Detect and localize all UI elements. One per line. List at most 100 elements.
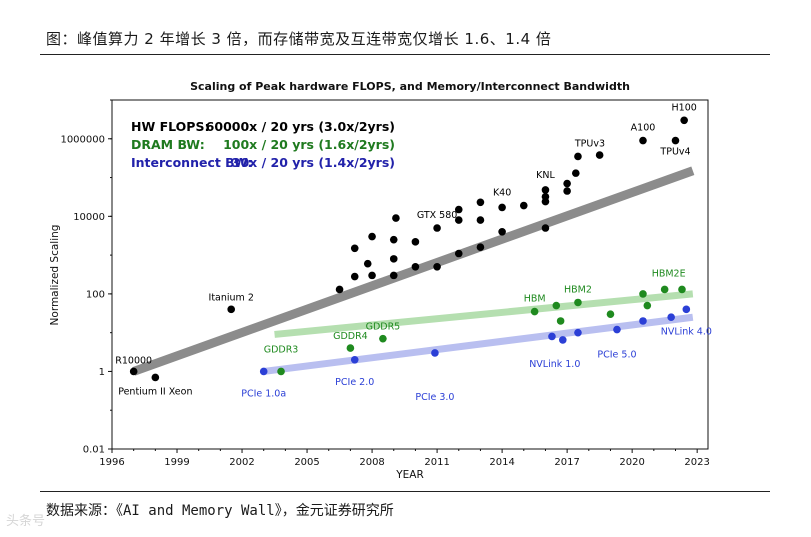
data-point-hw-flops [574, 152, 582, 161]
point-label: K40 [493, 187, 511, 198]
legend: HW FLOPS:60000x / 20 yrs (3.0x/2yrs)DRAM… [131, 119, 395, 170]
x-tick-label: 2005 [294, 457, 319, 468]
point-label: KNL [536, 170, 555, 181]
data-point-hw-flops [519, 201, 528, 210]
y-axis-label: Normalized Scaling [49, 225, 61, 326]
data-point-hw-flops [392, 214, 400, 222]
data-point-hw-flops [476, 198, 485, 207]
legend-label: HW FLOPS: [131, 119, 209, 134]
point-label: A100 [631, 123, 656, 134]
data-point-hw-flops [454, 249, 463, 258]
data-point-hw-flops [433, 262, 441, 271]
data-point-dram-bw [639, 290, 647, 298]
x-tick-label: 2011 [424, 457, 449, 468]
point-label: NVLink 4.0 [661, 326, 712, 337]
data-point-dram-bw [552, 301, 561, 310]
data-point-hw-flops [368, 271, 376, 280]
x-tick-label: 2008 [359, 457, 384, 468]
data-point-hw-flops [389, 235, 398, 244]
data-point-dram-bw [660, 285, 669, 294]
legend-value: 60000x / 20 yrs (3.0x/2yrs) [206, 119, 395, 134]
data-point-interconnect-bw [682, 305, 691, 314]
point-label: PCIe 1.0a [241, 388, 286, 399]
data-point-hw-flops [227, 305, 235, 314]
point-label: GDDR4 [333, 331, 368, 342]
data-point-hw-flops [151, 373, 160, 382]
x-tick-label: 2014 [489, 457, 514, 468]
data-point-hw-flops [411, 238, 420, 246]
data-point-dram-bw [530, 307, 539, 316]
figure-caption: 图：峰值算力 2 年增长 3 倍，而存储带宽及互连带宽仅增长 1.6、1.4 倍 [46, 30, 552, 48]
legend-label: Interconnect BW: [131, 155, 252, 170]
data-source: 数据来源：《AI and Memory Wall》，金元证券研究所 [46, 503, 394, 519]
data-point-dram-bw [574, 298, 582, 307]
data-point-hw-flops [476, 216, 485, 224]
bottom-rule [40, 491, 770, 492]
data-point-interconnect-bw [259, 367, 268, 376]
x-tick-label: 2017 [554, 457, 579, 468]
data-point-hw-flops [454, 216, 463, 224]
data-point-hw-flops [454, 205, 463, 214]
point-label: TPUv4 [659, 147, 690, 158]
point-label: PCIe 3.0 [415, 392, 454, 403]
point-label: GDDR5 [366, 322, 401, 333]
point-label: Itanium 2 [209, 292, 254, 303]
point-label: HBM2 [564, 284, 592, 295]
data-point-dram-bw [277, 367, 285, 376]
data-point-dram-bw [556, 317, 565, 325]
point-label: TPUv3 [574, 138, 605, 149]
point-label: Pentium II Xeon [118, 386, 192, 397]
point-label: PCIe 2.0 [335, 377, 374, 388]
data-point-interconnect-bw [613, 325, 621, 334]
data-point-hw-flops [541, 197, 550, 206]
data-point-dram-bw [678, 285, 686, 294]
point-label: R10000 [115, 355, 152, 366]
legend-label: DRAM BW: [131, 137, 205, 152]
data-point-hw-flops [498, 227, 506, 236]
watermark: 头条号 [6, 514, 46, 529]
x-tick-label: 2020 [619, 457, 644, 468]
data-point-hw-flops [389, 271, 398, 280]
data-point-hw-flops [541, 224, 550, 232]
legend-value: 30x / 20 yrs (1.4x/2yrs) [232, 155, 395, 170]
data-point-hw-flops [680, 116, 688, 125]
x-tick-label: 1999 [164, 457, 189, 468]
data-point-hw-flops [476, 243, 485, 251]
data-point-interconnect-bw [574, 328, 582, 337]
data-point-hw-flops [563, 187, 571, 195]
data-point-hw-flops [335, 285, 344, 294]
x-axis-label: YEAR [395, 469, 424, 481]
x-tick-label: 2002 [229, 457, 254, 468]
data-point-dram-bw [379, 334, 387, 343]
data-point-hw-flops [433, 224, 441, 232]
point-label: H100 [672, 102, 697, 113]
data-point-hw-flops [595, 151, 604, 159]
data-point-hw-flops [350, 244, 359, 253]
data-point-hw-flops [389, 255, 398, 263]
point-label: PCIe 5.0 [597, 350, 636, 361]
legend-value: 100x / 20 yrs (1.6x/2yrs) [223, 137, 395, 152]
point-label: GTX 580 [417, 210, 458, 221]
axes: 1996 1999 2002 2005 2008 2011 2014 2017 2020 2023… [60, 99, 710, 468]
point-label: HBM2E [652, 268, 686, 279]
chart-title: Scaling of Peak hardware FLOPS, and Memo… [190, 80, 630, 93]
data-point-hw-flops [498, 203, 506, 212]
data-point-hw-flops [571, 169, 580, 177]
trend-lines [132, 166, 695, 376]
data-point-interconnect-bw [558, 336, 567, 344]
point-label: NVLink 1.0 [529, 359, 580, 370]
data-point-interconnect-bw [639, 317, 647, 325]
y-tick-label: 100 [86, 289, 105, 300]
point-label: GDDR3 [264, 344, 299, 355]
trend-line-hw-flops [132, 166, 695, 376]
point-label: HBM [524, 294, 546, 305]
data-point-dram-bw [606, 310, 615, 318]
data-point-hw-flops [411, 262, 420, 271]
data-point-dram-bw [643, 301, 652, 310]
data-point-interconnect-bw [431, 349, 439, 357]
x-tick-label: 1996 [99, 457, 124, 468]
data-points [129, 116, 691, 382]
x-tick-label: 2023 [684, 457, 709, 468]
data-point-hw-flops [363, 259, 372, 268]
